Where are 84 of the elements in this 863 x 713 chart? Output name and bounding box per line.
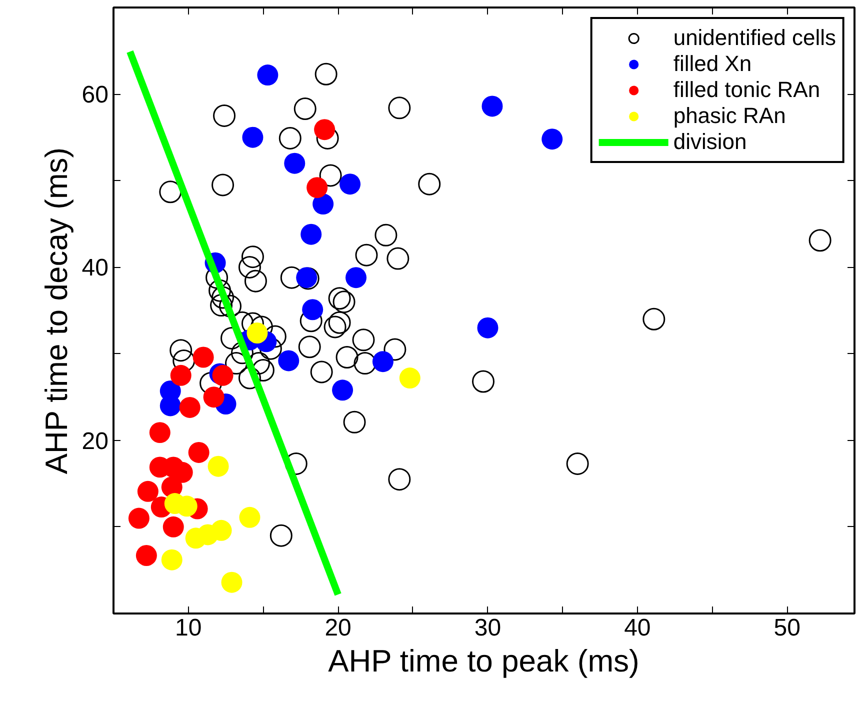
point bbox=[314, 119, 336, 140]
point bbox=[179, 396, 200, 418]
point bbox=[210, 520, 232, 541]
point bbox=[300, 224, 322, 245]
point bbox=[306, 177, 328, 198]
point bbox=[244, 270, 267, 292]
point bbox=[324, 316, 346, 338]
point bbox=[213, 104, 236, 127]
point bbox=[372, 351, 394, 372]
point bbox=[203, 386, 224, 408]
legend-label: phasic RAn bbox=[673, 103, 786, 129]
point bbox=[241, 246, 264, 268]
point bbox=[259, 337, 282, 360]
point bbox=[340, 174, 361, 195]
point bbox=[808, 229, 832, 252]
point bbox=[312, 194, 334, 214]
point bbox=[221, 572, 242, 593]
point bbox=[332, 290, 356, 314]
x-tick-label: 10 bbox=[175, 614, 202, 642]
point bbox=[566, 452, 589, 475]
point bbox=[294, 98, 316, 120]
point bbox=[352, 328, 375, 352]
point bbox=[388, 468, 411, 491]
point bbox=[170, 364, 192, 386]
point bbox=[328, 287, 351, 310]
point bbox=[137, 480, 158, 502]
point bbox=[212, 286, 234, 309]
point bbox=[208, 456, 229, 477]
point bbox=[170, 339, 192, 362]
point bbox=[346, 267, 367, 288]
point bbox=[172, 349, 196, 372]
point bbox=[399, 368, 420, 389]
point bbox=[418, 172, 441, 196]
point bbox=[386, 247, 410, 270]
point bbox=[310, 360, 333, 384]
point bbox=[336, 346, 358, 368]
y-axis-title: AHP time to decay (ms) bbox=[38, 147, 74, 474]
y-tick-label: 20 bbox=[82, 428, 109, 455]
legend-label: unidentified cells bbox=[673, 25, 836, 51]
point bbox=[482, 96, 503, 117]
point bbox=[192, 346, 214, 368]
point bbox=[354, 352, 376, 375]
point bbox=[477, 317, 498, 338]
point bbox=[136, 545, 157, 566]
y-tick-label: 40 bbox=[82, 254, 109, 282]
point bbox=[355, 244, 378, 266]
point bbox=[374, 224, 398, 246]
point bbox=[149, 422, 170, 444]
point bbox=[159, 180, 182, 204]
point bbox=[270, 524, 292, 547]
point bbox=[246, 322, 268, 344]
x-tick-label: 50 bbox=[774, 614, 800, 642]
point bbox=[161, 549, 182, 570]
point bbox=[212, 174, 234, 196]
point bbox=[314, 62, 338, 86]
point bbox=[242, 126, 264, 148]
point bbox=[257, 64, 278, 86]
legend-label: filled Xn bbox=[673, 51, 752, 77]
point bbox=[239, 506, 260, 528]
x-tick-label: 40 bbox=[624, 614, 651, 642]
point bbox=[642, 308, 666, 330]
point bbox=[384, 338, 406, 361]
point bbox=[188, 442, 210, 463]
point bbox=[388, 96, 411, 120]
point bbox=[284, 152, 306, 174]
legend-label: division bbox=[673, 129, 747, 155]
x-axis-title: AHP time to peak (ms) bbox=[328, 644, 640, 678]
point bbox=[332, 380, 354, 401]
point bbox=[302, 299, 324, 320]
point bbox=[319, 164, 342, 187]
point bbox=[298, 336, 321, 358]
point bbox=[162, 516, 184, 538]
legend-label: filled tonic RAn bbox=[673, 77, 820, 103]
point bbox=[278, 350, 300, 372]
point bbox=[542, 128, 563, 150]
point bbox=[343, 410, 366, 434]
x-tick-label: 20 bbox=[324, 614, 352, 642]
point bbox=[128, 508, 150, 529]
x-tick-label: 30 bbox=[474, 614, 502, 642]
point bbox=[238, 256, 261, 278]
y-tick-label: 60 bbox=[82, 82, 109, 109]
point bbox=[472, 370, 494, 393]
point bbox=[278, 126, 302, 150]
point bbox=[328, 311, 351, 334]
